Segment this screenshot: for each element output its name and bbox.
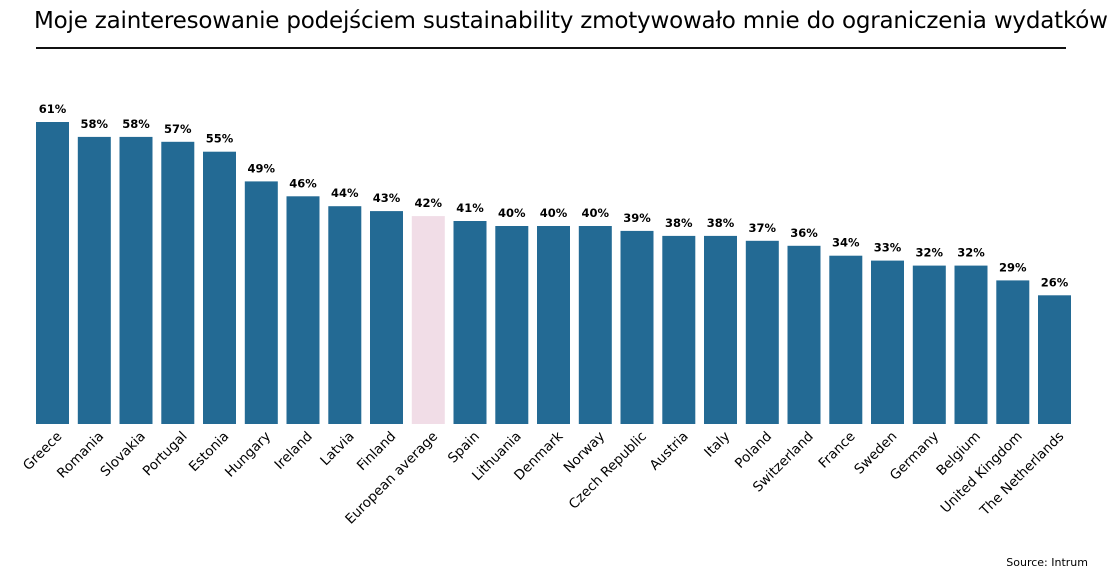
value-label: 38%	[665, 216, 693, 230]
value-label: 61%	[39, 102, 67, 116]
value-label: 49%	[248, 161, 276, 175]
value-label: 40%	[540, 206, 568, 220]
value-label: 33%	[874, 241, 902, 255]
value-label: 57%	[164, 122, 192, 136]
bar-france	[829, 255, 863, 424]
category-label: Italy	[701, 429, 733, 461]
value-label: 43%	[373, 191, 401, 205]
value-label: 29%	[999, 260, 1027, 274]
category-label: Hungary	[222, 429, 274, 481]
bar-switzerland	[787, 245, 821, 424]
category-label: Romania	[54, 429, 107, 482]
bar-latvia	[328, 206, 362, 424]
value-label: 34%	[832, 236, 860, 250]
bar-lithuania	[495, 226, 529, 424]
category-label: Spain	[445, 429, 483, 467]
value-label: 39%	[623, 211, 651, 225]
bar-denmark	[537, 226, 570, 424]
bar-italy	[704, 235, 737, 424]
category-label: Czech Republic	[566, 429, 650, 513]
bar-the-netherlands	[1038, 295, 1071, 424]
bar-norway	[578, 226, 612, 424]
bar-romania	[77, 136, 111, 424]
value-label: 41%	[456, 201, 484, 215]
bar-czech-republic	[620, 230, 654, 424]
value-label: 58%	[122, 117, 150, 131]
bar-estonia	[203, 151, 236, 424]
bar-portugal	[161, 141, 195, 425]
value-label: 42%	[415, 196, 443, 210]
category-label: Portugal	[140, 429, 191, 480]
value-label: 38%	[707, 216, 735, 230]
value-label: 37%	[749, 221, 777, 235]
source-note: Source: Intrum	[1006, 556, 1088, 569]
value-label: 44%	[331, 186, 359, 200]
chart-title: Moje zainteresowanie podejściem sustaina…	[34, 8, 1108, 34]
title-divider	[36, 47, 1066, 49]
value-label: 32%	[957, 246, 985, 260]
bar-slovakia	[119, 136, 153, 424]
category-label: Austria	[647, 429, 692, 474]
value-label: 58%	[81, 117, 109, 131]
category-label: Latvia	[317, 429, 357, 469]
value-label: 55%	[206, 132, 234, 146]
value-label: 46%	[289, 176, 317, 190]
bar-greece	[36, 122, 69, 424]
bar-poland	[745, 240, 779, 424]
bar-finland	[370, 211, 403, 424]
bar-austria	[662, 235, 696, 424]
value-label: 26%	[1041, 275, 1069, 289]
category-label: Slovakia	[97, 429, 148, 480]
value-label: 36%	[790, 226, 818, 240]
bar-ireland	[286, 196, 320, 424]
category-label: Ireland	[271, 429, 315, 473]
bar-germany	[912, 265, 946, 424]
bar-spain	[453, 221, 487, 424]
value-label: 40%	[498, 206, 526, 220]
bar-european-average	[411, 216, 445, 424]
value-label: 40%	[582, 206, 610, 220]
bar-sweden	[871, 260, 904, 424]
value-label: 32%	[916, 246, 944, 260]
bar-united-kingdom	[996, 280, 1030, 424]
bar-hungary	[244, 181, 278, 424]
bar-belgium	[954, 265, 988, 424]
